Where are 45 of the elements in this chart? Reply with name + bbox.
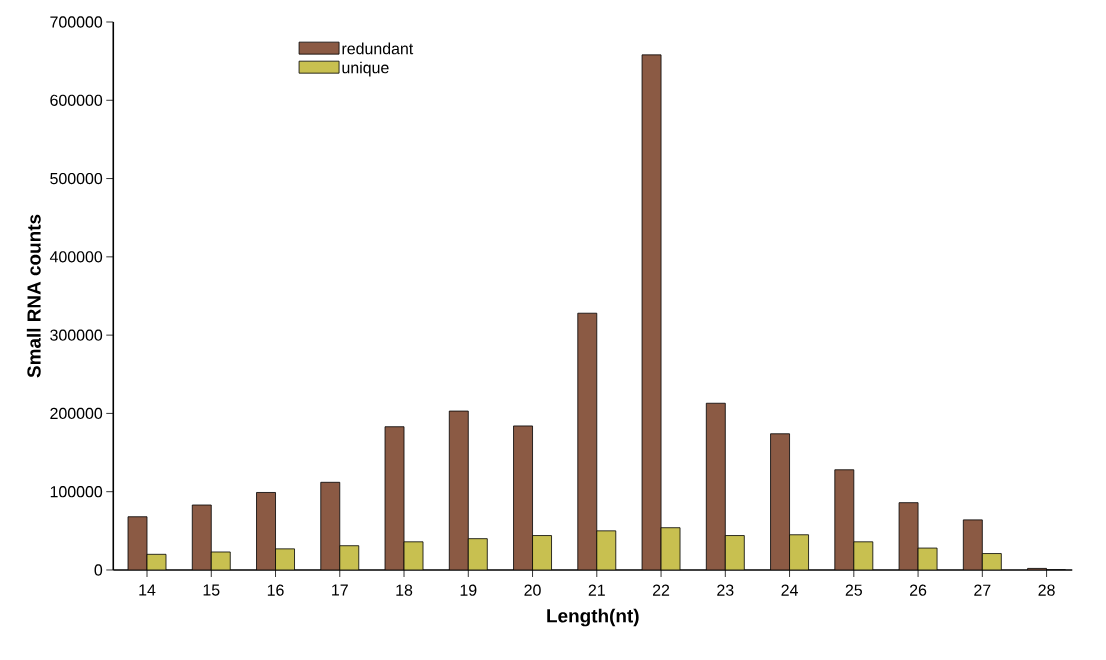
x-tick-label: 25 — [845, 584, 862, 596]
x-tick-label: 27 — [974, 584, 991, 596]
bar — [770, 433, 790, 570]
legend-label: unique — [342, 61, 389, 77]
y-tick-label: 300000 — [50, 329, 103, 341]
bar — [320, 482, 340, 570]
x-tick-label: 28 — [1038, 584, 1055, 596]
x-axis-title: Length(nt) — [547, 608, 639, 627]
y-tick-label: 500000 — [50, 172, 103, 185]
bar — [577, 313, 597, 570]
x-tick-label: 23 — [717, 584, 734, 596]
bar — [192, 505, 212, 570]
bar — [963, 519, 983, 570]
bar — [256, 492, 276, 570]
x-tick-label: 21 — [588, 584, 605, 596]
bar — [834, 469, 854, 570]
bar — [789, 534, 809, 570]
y-tick-label: 600000 — [50, 94, 103, 106]
x-tick-label: 26 — [910, 584, 927, 596]
bar — [468, 538, 488, 570]
x-tick-label: 14 — [139, 584, 156, 596]
bar — [532, 535, 552, 570]
x-tick-label: 22 — [652, 584, 670, 596]
bar — [275, 548, 295, 570]
y-tick-label: 0 — [94, 564, 103, 576]
y-tick-label: 400000 — [49, 251, 103, 263]
bar — [596, 530, 616, 570]
x-tick-label: 19 — [460, 584, 477, 596]
x-tick-label: 20 — [524, 584, 541, 596]
y-tick-label: 700000 — [50, 16, 103, 28]
legend-label: redundant — [342, 42, 414, 55]
bar — [853, 541, 873, 570]
y-axis-title: Small RNA counts — [26, 214, 41, 378]
y-tick-label: 200000 — [50, 407, 103, 420]
x-tick-label: 18 — [396, 584, 413, 596]
x-tick-label: 17 — [332, 584, 348, 596]
y-tick-label: 100000 — [50, 486, 103, 498]
bar — [449, 411, 469, 570]
x-tick-label: 16 — [267, 584, 284, 596]
x-tick-label: 24 — [781, 584, 798, 596]
bar — [513, 425, 533, 570]
bar — [706, 403, 726, 570]
x-tick-label: 15 — [203, 584, 220, 596]
bar — [725, 535, 745, 570]
bar — [339, 545, 359, 570]
